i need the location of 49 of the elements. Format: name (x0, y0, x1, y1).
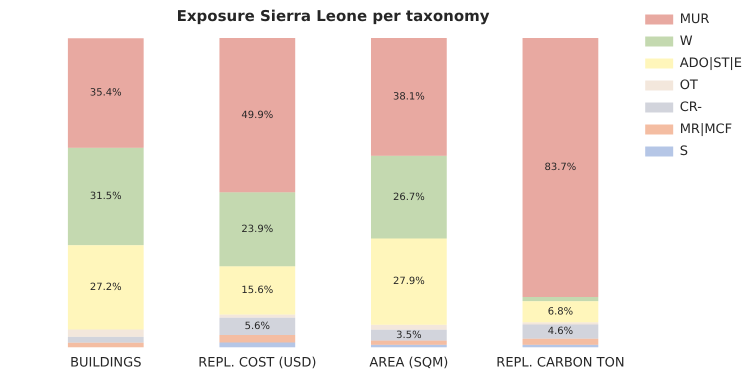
data-label: 3.5% (396, 330, 422, 341)
data-label: 23.9% (241, 224, 274, 235)
bar (522, 38, 598, 297)
bar (370, 38, 447, 156)
x-tick-label: REPL. COST (USD) (198, 356, 316, 371)
data-label: 5.6% (244, 320, 270, 332)
data-label: 83.7% (544, 162, 576, 174)
bar (219, 266, 296, 315)
bar (219, 342, 296, 348)
bar (522, 322, 598, 325)
bar (68, 336, 144, 343)
bar (68, 329, 144, 337)
bar (522, 296, 598, 302)
legend-label: CR- (680, 100, 702, 115)
bar (68, 38, 144, 148)
bar (522, 324, 598, 339)
bar (219, 192, 296, 266)
bar (219, 318, 296, 336)
x-tick-label: BUILDINGS (70, 356, 142, 371)
chart-title: Exposure Sierra Leone per taxonomy (176, 6, 490, 25)
bar (68, 148, 144, 246)
bar (68, 245, 144, 330)
legend-label: S (680, 144, 688, 159)
legend-label: ADO|ST|E (680, 56, 742, 71)
data-label: 6.8% (548, 306, 574, 318)
data-label: 49.9% (241, 110, 274, 121)
data-label: 26.7% (392, 192, 425, 203)
bar (370, 324, 447, 330)
data-label: 27.9% (392, 276, 425, 288)
bar (219, 335, 296, 342)
bar (219, 314, 296, 318)
bar (219, 38, 296, 192)
data-label: 4.6% (548, 326, 574, 338)
x-tick-label: REPL. CARBON TON (496, 356, 625, 371)
x-tick-label: AREA (SQM) (369, 356, 448, 371)
legend-label: MUR (680, 12, 710, 27)
bar (370, 238, 447, 325)
bar (370, 156, 447, 238)
data-label: 31.5% (90, 191, 122, 202)
bar (522, 338, 598, 345)
data-label: 35.4% (90, 88, 122, 99)
data-label: 15.6% (241, 285, 274, 296)
bar (522, 301, 598, 322)
legend-label: W (680, 34, 693, 49)
data-label: 38.1% (392, 92, 425, 103)
bar (370, 340, 447, 345)
legend-label: OT (680, 78, 698, 93)
data-label: 27.2% (90, 282, 122, 293)
legend-label: MR|MCF (680, 122, 732, 137)
